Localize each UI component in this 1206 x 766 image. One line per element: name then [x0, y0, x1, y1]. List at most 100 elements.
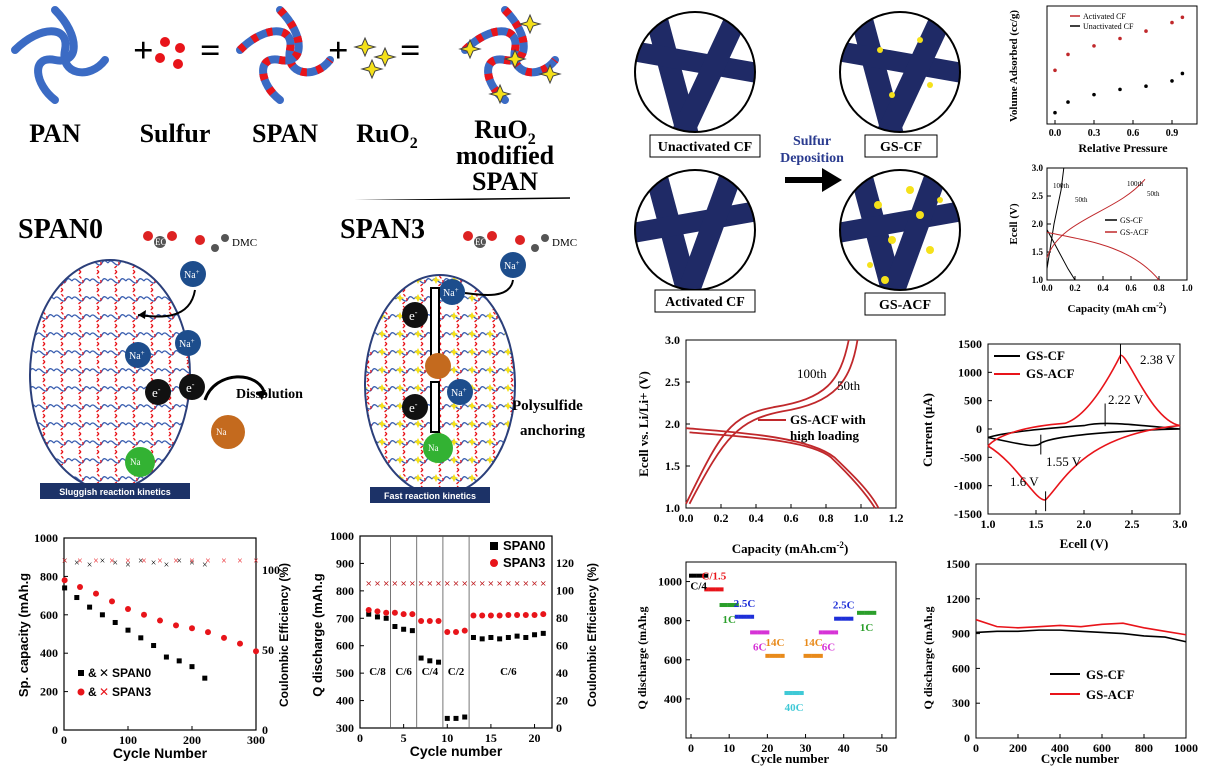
- svg-text:Na+: Na+: [504, 259, 520, 272]
- y-tick-label: 3.0: [665, 333, 680, 347]
- fast-banner: [370, 487, 490, 503]
- na2sn-sphere-2: [425, 353, 451, 379]
- ce-mark: ×: [125, 560, 131, 571]
- x-tick-label: 0.6: [784, 511, 799, 525]
- sulfur-icon: [155, 37, 185, 69]
- x-tick-label: 0: [61, 733, 67, 747]
- na-ion-6: Na+: [447, 379, 473, 405]
- ce-mark: ×: [164, 560, 170, 571]
- x-tick-label: 0.3: [1088, 128, 1101, 139]
- y-tick-label: 1000: [330, 529, 354, 543]
- op-1: +: [133, 30, 154, 70]
- rate-point: [727, 603, 732, 608]
- rate-point: [795, 691, 800, 696]
- y-tick-label: 0: [52, 723, 58, 737]
- x-tick-label: 100: [119, 733, 137, 747]
- y2-tick-label: 50: [262, 643, 274, 657]
- ce-mark: ×: [435, 578, 441, 590]
- svg-text:2.38 V: 2.38 V: [1140, 352, 1176, 367]
- point-span0: [125, 627, 131, 633]
- y-ticks: 1.0 1.5 2.0 2.5 3.0: [1032, 163, 1051, 285]
- ce-mark: ×: [125, 556, 131, 567]
- chart-bet: Volume Adsorbed (cc/g) Relative Pressure…: [1005, 0, 1206, 160]
- rate-label: 6C: [753, 641, 767, 653]
- y-tick-label: 800: [40, 569, 58, 583]
- ce-mark: ×: [62, 556, 68, 567]
- na2sn-sphere: Na: [211, 415, 245, 449]
- x-tick-label: 0: [357, 731, 363, 745]
- electron-path-2: [430, 381, 440, 433]
- point-span0: [366, 611, 372, 617]
- xlabel: Capacity (mAh cm-2): [1068, 301, 1167, 315]
- svg-text:e-: e-: [152, 385, 161, 400]
- y-ticks: -1500 -1000 -500 0 500 1000 1500: [954, 337, 992, 521]
- ce-mark: ×: [505, 578, 511, 590]
- x-tick-label: 0.0: [1049, 128, 1062, 139]
- ce-mark: ×: [157, 556, 163, 567]
- rate-point: [750, 630, 755, 635]
- rate-point: [857, 610, 861, 615]
- na2s-sphere-2: Na: [423, 433, 453, 463]
- ce-mark: ×: [366, 578, 372, 590]
- x-tick-label: 1.0: [981, 517, 996, 531]
- rate-point: [719, 603, 724, 608]
- ylabel: Q discharge (mAh.g: [635, 607, 649, 710]
- ce-mark: ×: [138, 556, 144, 567]
- x-ticks: 0 100 200 300: [61, 726, 265, 747]
- y-tick-label: 900: [336, 556, 354, 570]
- chart-small-gcd: Ecell (V) Capacity (mAh cm-2) 0.0 0.2 0.4 0…: [1005, 160, 1206, 320]
- rate-point: [738, 614, 743, 619]
- y-tick-label: -1000: [954, 479, 982, 493]
- y-ticks: 0 200 400 600 800 1000: [34, 531, 68, 737]
- ce-mark: ×: [470, 578, 476, 590]
- cv-gs-cf: [987, 422, 1181, 447]
- op-2: =: [200, 30, 221, 70]
- point-span0: [453, 715, 459, 721]
- rate-point: [784, 691, 789, 696]
- ce-mark: ×: [409, 578, 415, 590]
- ce-mark: ×: [189, 558, 195, 569]
- rate-point: [803, 653, 808, 658]
- arrow-label-1: Sulfur: [793, 134, 831, 149]
- x-ticks: 0.0 0.2 0.4 0.6 0.8 1.0 1.2: [679, 504, 904, 525]
- svg-text:Na+: Na+: [184, 268, 200, 281]
- point-span3: [470, 612, 477, 619]
- point-span3: [253, 648, 259, 655]
- x-tick-label: 10: [723, 741, 735, 755]
- ce-mark: ×: [401, 578, 407, 590]
- series-line-gs-cf: [975, 629, 1187, 643]
- point-span0: [444, 715, 450, 721]
- point-span3: [141, 611, 147, 618]
- rate-point: [872, 610, 877, 615]
- rate-point: [704, 573, 709, 578]
- charge-curve: [685, 339, 850, 505]
- rate-point: [818, 653, 823, 658]
- svg-text:&: &: [88, 685, 97, 699]
- arrow-label-2: Deposition: [780, 151, 844, 166]
- ce-mark: ×: [221, 556, 227, 567]
- point-span0: [523, 634, 529, 640]
- ce-mark: ×: [176, 556, 182, 567]
- chart-span-rate: Q discharge (mAh.g Coulombic Efficiency …: [300, 520, 605, 766]
- gs-cf-circle: [840, 12, 960, 132]
- ce-mark: ×: [409, 578, 415, 590]
- rate-point: [845, 616, 850, 621]
- y2-tick-label: 100: [556, 584, 574, 598]
- point-span3: [418, 618, 425, 625]
- rate-label: 1C: [722, 614, 736, 626]
- point-span3: [221, 634, 227, 641]
- x-tick-label: 0.8: [1153, 283, 1165, 293]
- svg-text:Na+: Na+: [443, 286, 459, 299]
- rate-label: 14C: [766, 637, 785, 649]
- na2s-sphere-1: Na: [125, 447, 155, 477]
- ce-mark: ×: [497, 578, 503, 590]
- y-tick-label: 300: [952, 696, 970, 710]
- point-span0: [138, 635, 144, 641]
- x-tick-label: 600: [1093, 741, 1111, 755]
- x-ticks: 0.0 0.3 0.6 0.9: [1049, 120, 1178, 139]
- curves: [685, 339, 880, 509]
- rate-label: C/2: [448, 666, 465, 678]
- svg-text:1.55 V: 1.55 V: [1046, 454, 1082, 469]
- point-span3: [109, 598, 115, 605]
- x-tick-label: 200: [183, 733, 201, 747]
